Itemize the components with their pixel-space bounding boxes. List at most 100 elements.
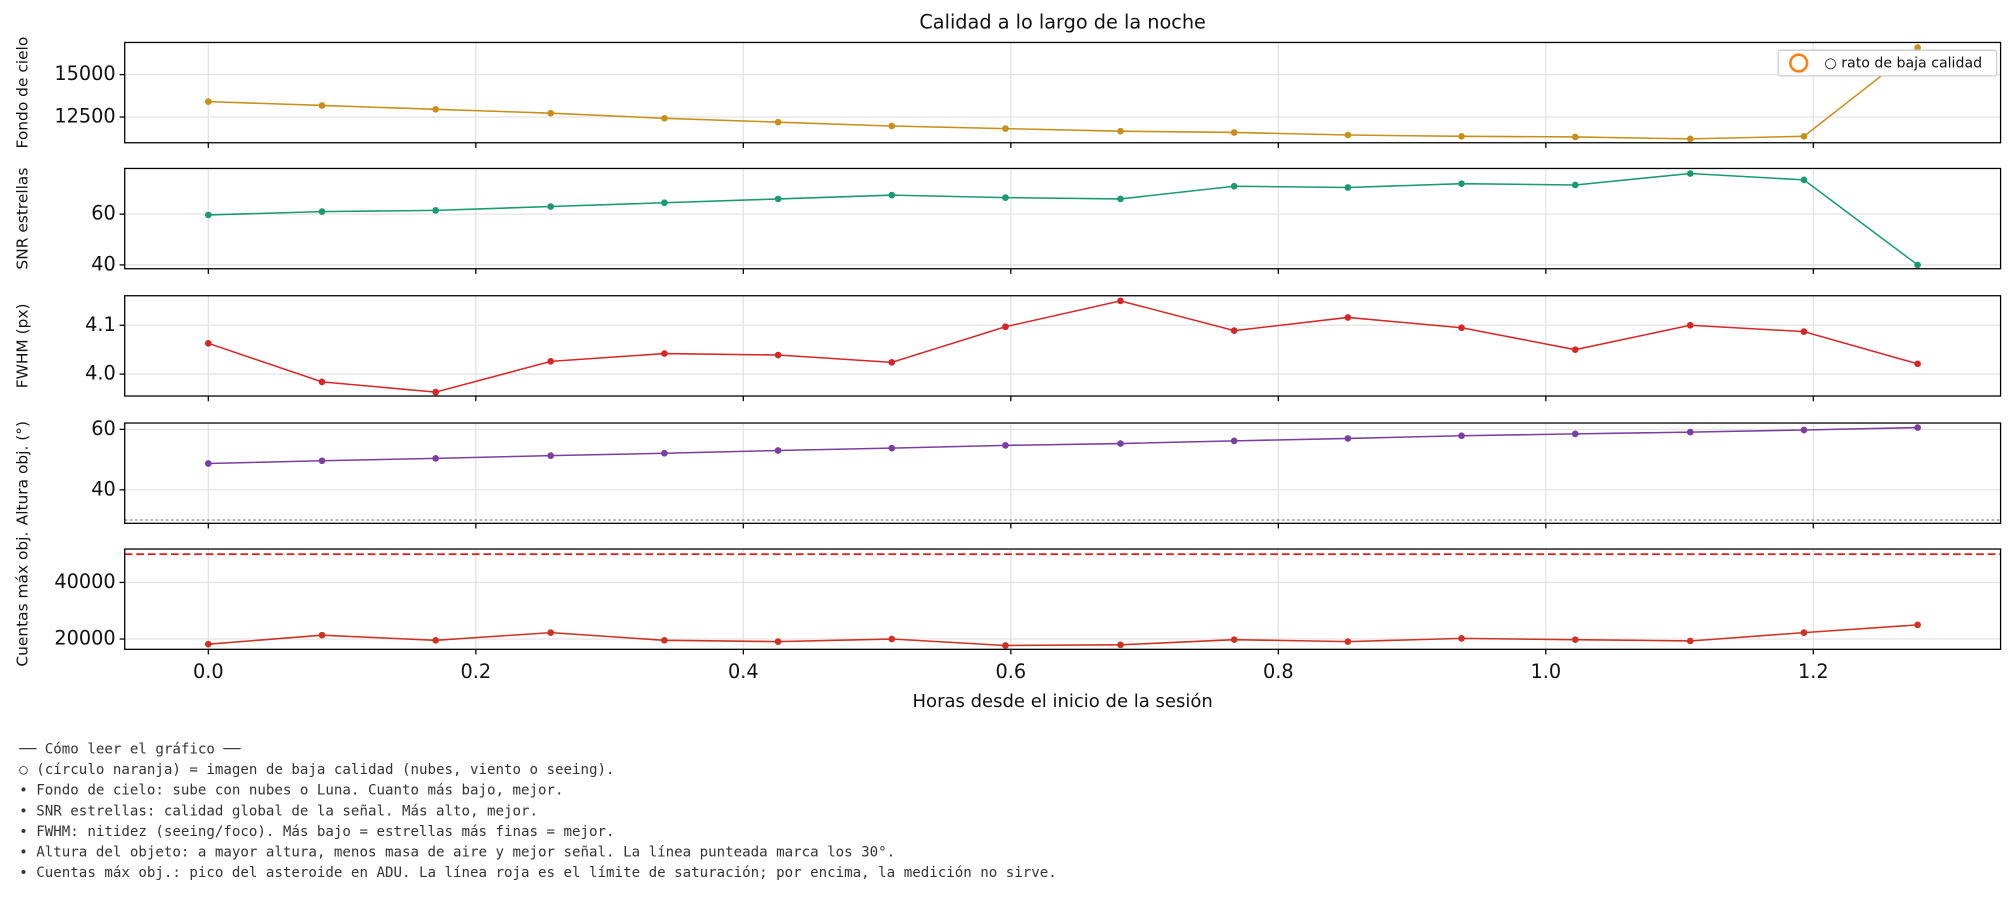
data-point bbox=[204, 339, 212, 347]
data-point bbox=[1458, 324, 1465, 332]
data-point bbox=[1914, 621, 1921, 629]
data-point bbox=[1800, 426, 1808, 434]
data-point bbox=[432, 207, 440, 214]
chart-title: Calidad a lo largo de la noche bbox=[919, 11, 1206, 34]
data-point bbox=[318, 631, 326, 639]
data-line bbox=[208, 624, 1918, 647]
data-point bbox=[432, 105, 440, 113]
note-line: • Altura del objeto: a mayor altura, men… bbox=[19, 844, 895, 860]
data-point bbox=[1571, 636, 1579, 644]
data-point bbox=[1344, 184, 1352, 191]
data-line bbox=[208, 426, 1918, 465]
data-line bbox=[208, 46, 1919, 140]
data-point bbox=[1686, 321, 1694, 329]
data-point bbox=[1230, 129, 1238, 136]
y-axis-label: FWHM (px) bbox=[14, 303, 32, 388]
data-point bbox=[1458, 180, 1465, 188]
y-tick-label: 40000 bbox=[54, 570, 115, 593]
data-point bbox=[888, 122, 896, 130]
data-point bbox=[774, 447, 782, 454]
plot-frame bbox=[124, 41, 2002, 144]
y-axis-label: Cuentas máx obj. bbox=[14, 532, 32, 667]
data-point bbox=[661, 636, 668, 644]
note-line: • SNR estrellas: calidad global de la se… bbox=[19, 803, 538, 819]
data-point bbox=[318, 457, 326, 465]
data-point bbox=[661, 199, 668, 207]
data-point bbox=[1344, 314, 1352, 321]
data-point bbox=[1800, 629, 1808, 636]
data-point bbox=[318, 208, 326, 215]
data-point bbox=[547, 203, 555, 210]
data-point bbox=[1800, 176, 1808, 184]
data-point bbox=[204, 460, 212, 467]
data-point bbox=[204, 211, 212, 219]
legend-label: ○ rato de baja calidad bbox=[1824, 56, 1982, 72]
data-point bbox=[1230, 636, 1238, 644]
x-tick-label: 0.4 bbox=[728, 660, 759, 683]
data-point bbox=[1344, 638, 1352, 645]
plot-frame bbox=[124, 167, 2002, 270]
y-tick-label: 40 bbox=[91, 477, 116, 500]
x-tick-label: 0.2 bbox=[460, 660, 491, 683]
data-point bbox=[888, 444, 896, 452]
data-point bbox=[888, 191, 896, 199]
data-point bbox=[888, 359, 896, 366]
data-point bbox=[318, 378, 326, 386]
data-point bbox=[1002, 642, 1009, 649]
legend-box bbox=[1777, 49, 1998, 77]
data-point bbox=[432, 636, 440, 644]
plot-frame bbox=[124, 422, 2002, 524]
data-point bbox=[1002, 442, 1009, 449]
note-line: • Fondo de cielo: sube con nubes o Luna.… bbox=[19, 783, 563, 799]
data-point bbox=[661, 350, 668, 357]
data-point bbox=[1002, 125, 1009, 132]
data-point bbox=[547, 109, 555, 117]
data-point bbox=[1117, 440, 1124, 447]
data-point bbox=[1458, 635, 1465, 642]
legend-marker bbox=[1789, 53, 1809, 73]
y-tick-label: 20000 bbox=[54, 627, 115, 650]
y-tick-label: 4.1 bbox=[85, 313, 116, 336]
x-tick-label: 1.2 bbox=[1798, 660, 1829, 683]
data-line bbox=[208, 300, 1918, 393]
data-point bbox=[1117, 641, 1124, 649]
data-point bbox=[1230, 327, 1238, 334]
data-point bbox=[1117, 127, 1124, 135]
data-point bbox=[1571, 181, 1579, 189]
data-point bbox=[432, 455, 440, 462]
data-point bbox=[547, 629, 555, 636]
data-point bbox=[204, 98, 212, 105]
plot-frame bbox=[124, 548, 2002, 650]
notes-heading: ── Cómo leer el gráfico ── bbox=[18, 742, 241, 758]
y-tick-label: 60 bbox=[91, 202, 116, 225]
y-axis-label: SNR estrellas bbox=[14, 168, 32, 270]
y-tick-label: 4.0 bbox=[85, 362, 116, 385]
data-point bbox=[432, 388, 440, 396]
data-point bbox=[204, 640, 212, 648]
data-point bbox=[1571, 346, 1579, 354]
data-point bbox=[1117, 195, 1124, 203]
data-point bbox=[1914, 44, 1921, 51]
note-line: • Cuentas máx obj.: pico del asteroide e… bbox=[19, 865, 1056, 881]
data-point bbox=[318, 102, 326, 109]
note-line: • FWHM: nitidez (seeing/foco). Más bajo … bbox=[19, 824, 614, 840]
data-point bbox=[774, 195, 782, 203]
data-point bbox=[1686, 170, 1694, 177]
data-point bbox=[1914, 424, 1921, 431]
data-point bbox=[1686, 428, 1694, 436]
data-point bbox=[1686, 637, 1694, 645]
data-point bbox=[1344, 435, 1352, 442]
data-point bbox=[547, 452, 555, 459]
data-point bbox=[774, 351, 782, 359]
data-point bbox=[774, 118, 782, 126]
x-tick-label: 0.0 bbox=[193, 660, 224, 683]
data-point bbox=[1230, 182, 1238, 190]
data-point bbox=[1344, 131, 1352, 139]
data-point bbox=[1686, 135, 1694, 143]
data-point bbox=[1914, 360, 1921, 368]
data-point bbox=[1002, 194, 1009, 201]
note-line: ○ (círculo naranja) = imagen de baja cal… bbox=[19, 762, 614, 778]
data-point bbox=[1800, 328, 1808, 335]
x-tick-label: 0.6 bbox=[995, 660, 1026, 683]
